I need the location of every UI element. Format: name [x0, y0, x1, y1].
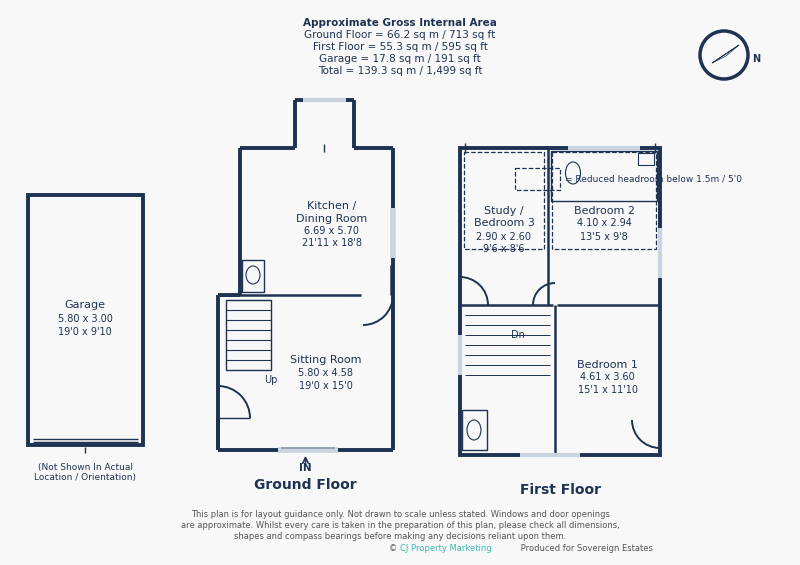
Text: 21'11 x 18'8: 21'11 x 18'8: [302, 238, 362, 249]
Bar: [460, 148, 660, 455]
Text: 5.80 x 4.58: 5.80 x 4.58: [298, 368, 353, 378]
Text: Garage: Garage: [65, 300, 106, 310]
Text: are approximate. Whilst every care is taken in the preparation of this plan, ple: are approximate. Whilst every care is ta…: [181, 521, 619, 530]
Text: CJ Property Marketing: CJ Property Marketing: [400, 544, 492, 553]
Text: Study /: Study /: [484, 206, 524, 216]
Text: 9'6 x 8'6: 9'6 x 8'6: [483, 244, 525, 254]
Text: First Floor = 55.3 sq m / 595 sq ft: First Floor = 55.3 sq m / 595 sq ft: [313, 42, 487, 52]
Bar: [638, 153, 654, 165]
Text: 13'5 x 9'8: 13'5 x 9'8: [580, 232, 628, 241]
Bar: [515, 168, 560, 190]
Text: IN: IN: [299, 463, 312, 473]
Text: Dn: Dn: [510, 330, 525, 340]
Text: shapes and compass bearings before making any decisions reliant upon them.: shapes and compass bearings before makin…: [234, 532, 566, 541]
Text: This plan is for layout guidance only. Not drawn to scale unless stated. Windows: This plan is for layout guidance only. N…: [190, 510, 610, 519]
Text: Bedroom 1: Bedroom 1: [577, 360, 638, 370]
Text: Ground Floor = 66.2 sq m / 713 sq ft: Ground Floor = 66.2 sq m / 713 sq ft: [304, 30, 496, 40]
Bar: [28, 195, 143, 445]
Text: Bedroom 2: Bedroom 2: [574, 206, 634, 216]
Polygon shape: [712, 45, 739, 63]
Bar: [462, 410, 487, 450]
Bar: [242, 260, 264, 292]
Text: 6.69 x 5.70: 6.69 x 5.70: [304, 227, 359, 237]
Bar: [551, 151, 657, 201]
Text: 4.61 x 3.60: 4.61 x 3.60: [580, 372, 635, 382]
Text: ©: ©: [389, 544, 400, 553]
Text: Total = 139.3 sq m / 1,499 sq ft: Total = 139.3 sq m / 1,499 sq ft: [318, 66, 482, 76]
Text: 19'0 x 9'10: 19'0 x 9'10: [58, 327, 112, 337]
Bar: [226, 300, 271, 370]
Text: (Not Shown In Actual
Location / Orientation): (Not Shown In Actual Location / Orientat…: [34, 463, 136, 483]
Text: 15'1 x 11'10: 15'1 x 11'10: [578, 385, 638, 395]
Text: = Reduced headroom below 1.5m / 5'0: = Reduced headroom below 1.5m / 5'0: [565, 175, 742, 184]
Text: Ground Floor: Ground Floor: [254, 478, 357, 492]
Text: 5.80 x 3.00: 5.80 x 3.00: [58, 314, 113, 324]
Text: N: N: [752, 54, 760, 64]
Text: Up: Up: [264, 375, 278, 385]
Text: 4.10 x 2.94: 4.10 x 2.94: [577, 219, 631, 228]
Text: Bedroom 3: Bedroom 3: [474, 219, 534, 228]
Bar: [552, 152, 656, 249]
Text: Dining Room: Dining Room: [296, 214, 367, 224]
Text: Kitchen /: Kitchen /: [307, 202, 356, 211]
Text: 19'0 x 15'0: 19'0 x 15'0: [298, 381, 353, 391]
Text: Approximate Gross Internal Area: Approximate Gross Internal Area: [303, 18, 497, 28]
Text: Garage = 17.8 sq m / 191 sq ft: Garage = 17.8 sq m / 191 sq ft: [319, 54, 481, 64]
Text: Produced for Sovereign Estates: Produced for Sovereign Estates: [518, 544, 653, 553]
Text: 2.90 x 2.60: 2.90 x 2.60: [477, 232, 531, 241]
Bar: [464, 152, 544, 249]
Text: First Floor: First Floor: [519, 483, 601, 497]
Text: Sitting Room: Sitting Room: [290, 355, 362, 365]
